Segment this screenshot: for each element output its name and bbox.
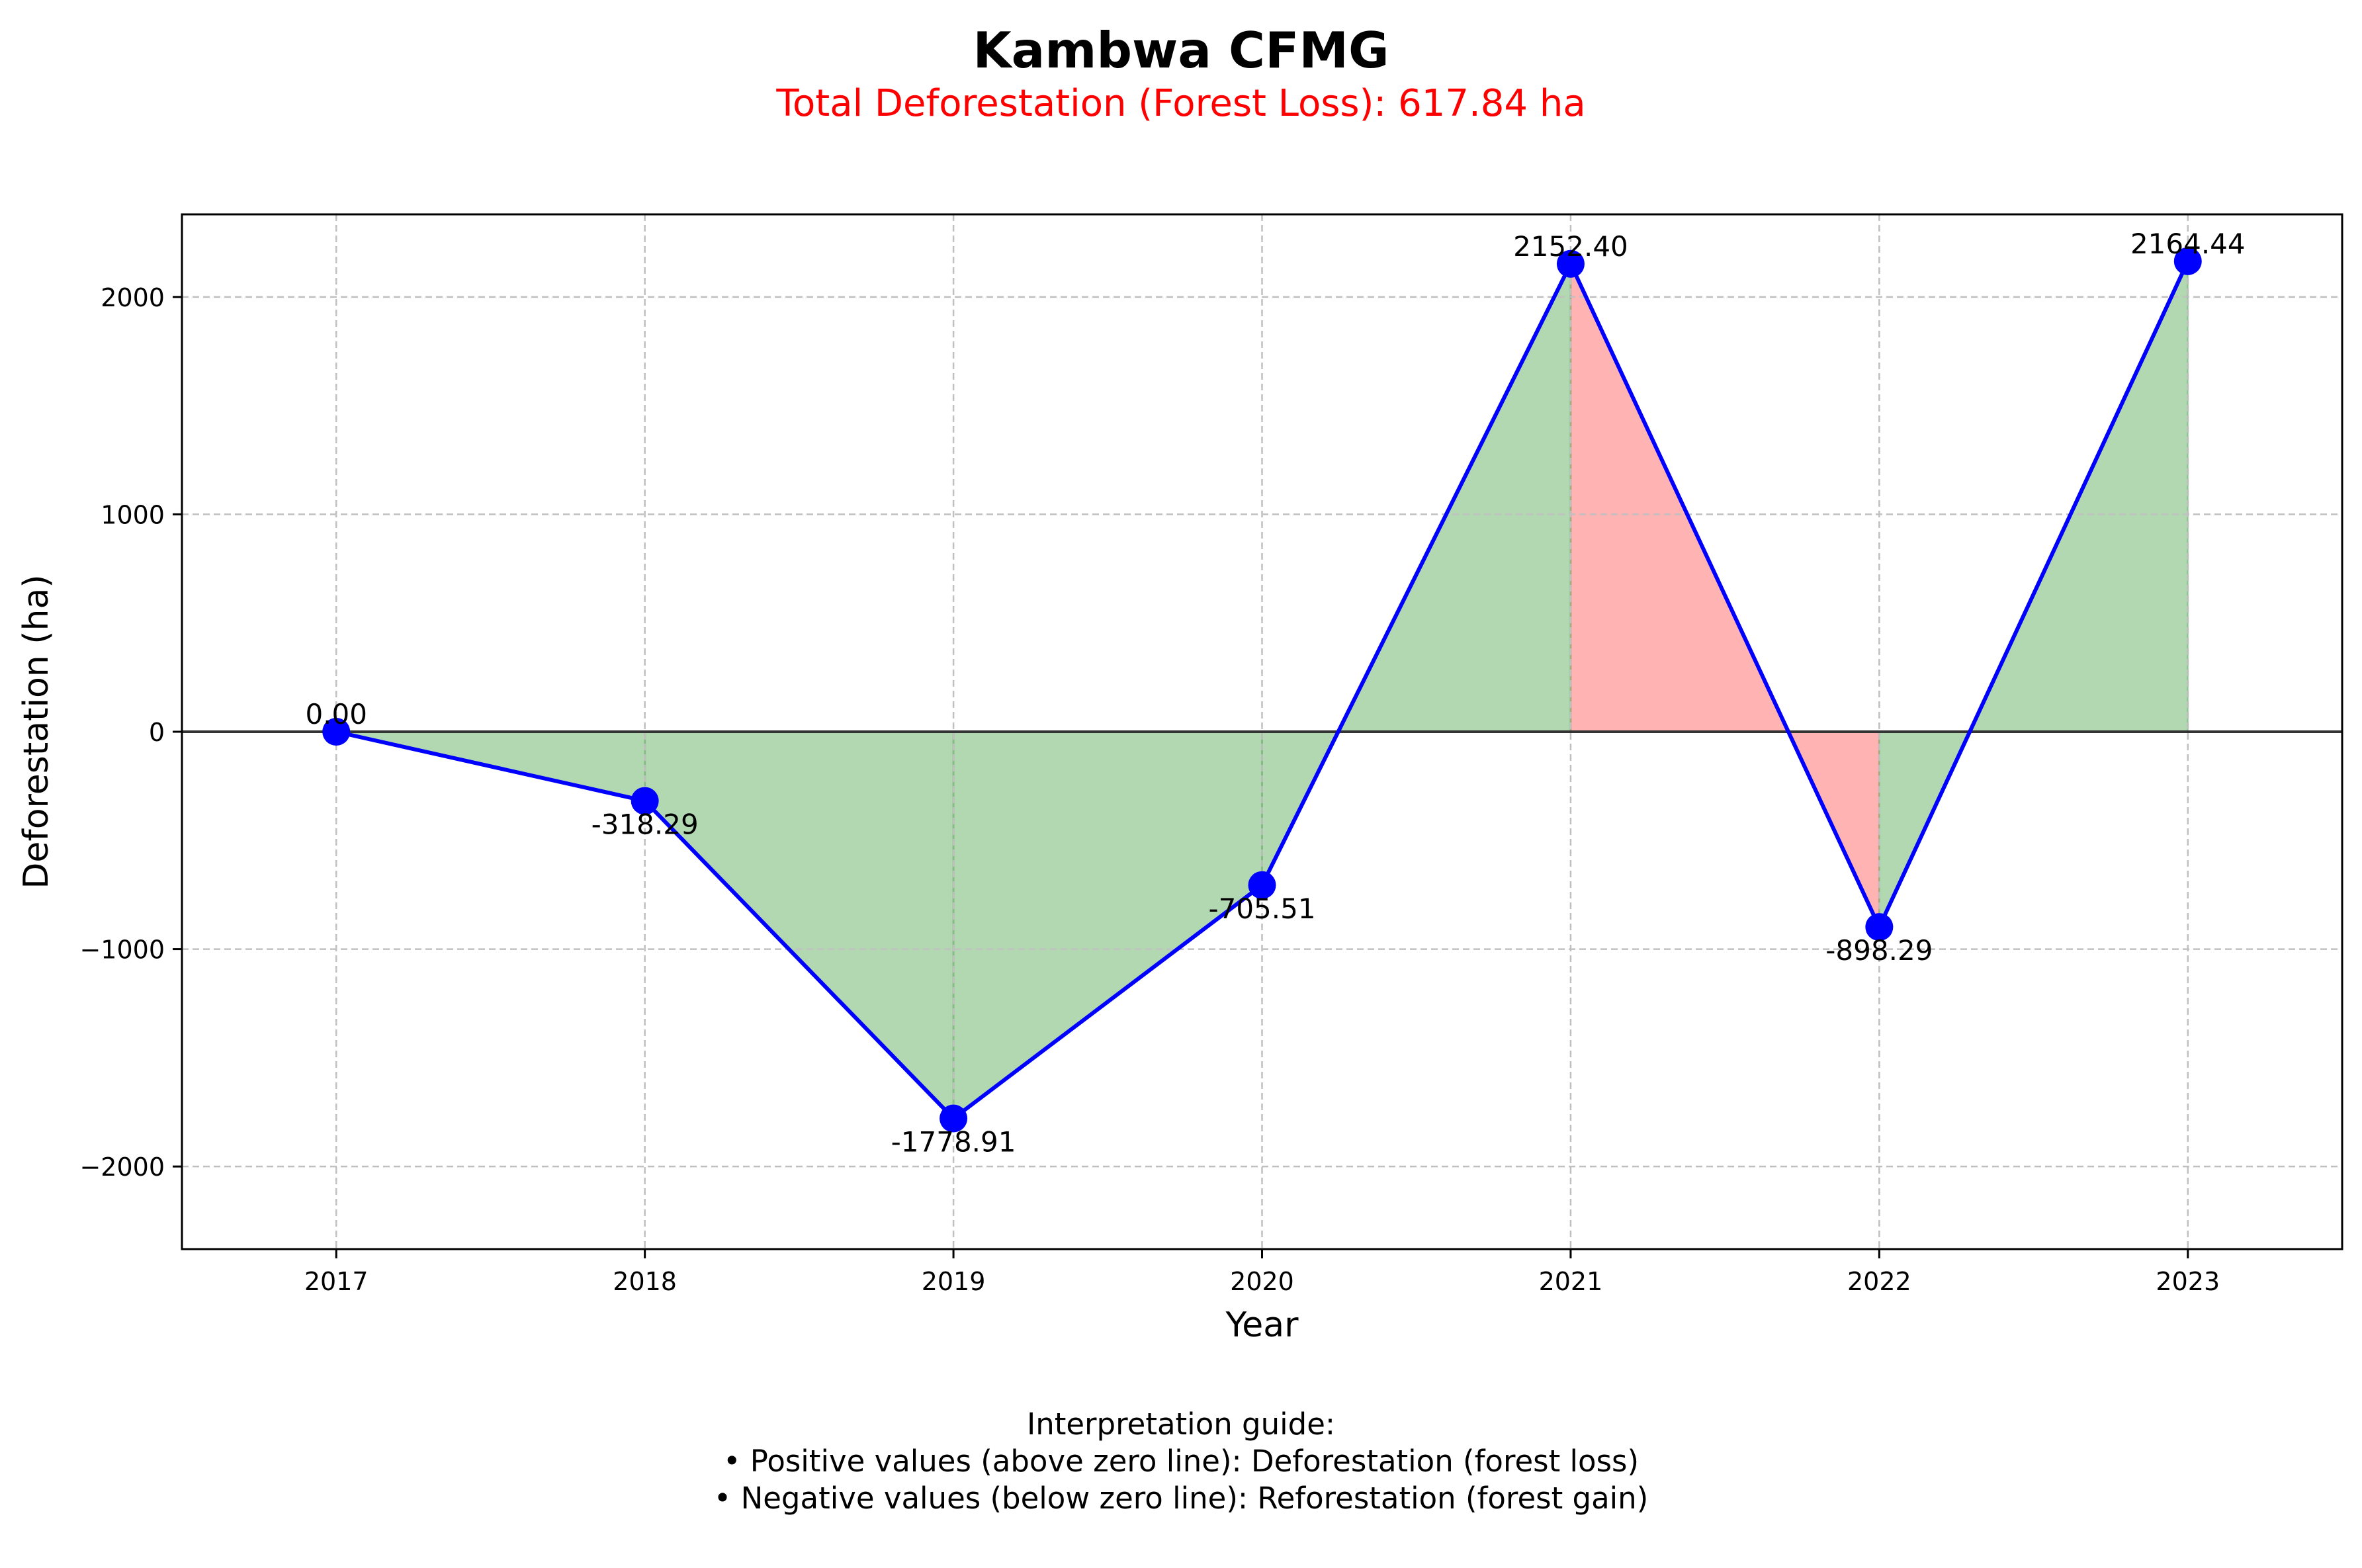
data-point-2019 — [940, 1104, 968, 1133]
data-label-2020: -705.51 — [1208, 893, 1315, 925]
data-label-2018: -318.29 — [591, 808, 699, 841]
x-tick-label-2017: 2017 — [304, 1267, 369, 1296]
data-points — [322, 247, 2202, 1133]
fill-segment-2019 — [953, 732, 1262, 1119]
data-point-2022 — [1865, 913, 1894, 941]
grid-lines — [182, 214, 2342, 1249]
x-tick-label-2021: 2021 — [1539, 1267, 1603, 1296]
data-label-2022: -898.29 — [1825, 934, 1933, 967]
interpretation-guide: Interpretation guide: • Positive values … — [0, 1406, 2362, 1517]
data-point-2018 — [631, 787, 659, 815]
x-tick-label-2023: 2023 — [2156, 1267, 2220, 1296]
y-tick-label--2000: −2000 — [79, 1153, 165, 1182]
data-point-2023 — [2173, 247, 2202, 275]
x-axis-label: Year — [1225, 1305, 1299, 1345]
data-labels: 0.00 -318.29 -1778.91 -705.51 2152.40 -898.29… — [305, 228, 2245, 1158]
chart-subtitle: Total Deforestation (Forest Loss): 617.8… — [776, 82, 1586, 125]
x-tick-label-2019: 2019 — [922, 1267, 986, 1296]
data-point-2020 — [1248, 871, 1276, 899]
y-tick-label--1000: −1000 — [79, 936, 165, 965]
x-axis-ticks: 2017 2018 2019 2020 2021 2022 2023 — [304, 1249, 2220, 1296]
y-tick-label-2000: 2000 — [101, 283, 165, 312]
chart-title: Kambwa CFMG — [973, 21, 1389, 79]
data-point-2017 — [322, 718, 351, 746]
data-label-2021: 2152.40 — [1513, 230, 1628, 263]
guide-line-negative: • Negative values (below zero line): Ref… — [713, 1481, 1649, 1516]
y-tick-label-0: 0 — [149, 718, 165, 747]
x-tick-label-2022: 2022 — [1847, 1267, 1911, 1296]
data-label-2023: 2164.44 — [2130, 228, 2246, 260]
x-tick-label-2020: 2020 — [1230, 1267, 1294, 1296]
fill-segment-2018 — [644, 732, 954, 1119]
data-label-2019: -1778.91 — [891, 1125, 1016, 1158]
data-point-2021 — [1556, 249, 1585, 278]
y-axis-ticks: −2000 −1000 0 1000 2000 — [79, 283, 182, 1182]
y-axis-label: Deforestation (ha) — [17, 574, 56, 889]
x-tick-label-2018: 2018 — [613, 1267, 677, 1296]
data-label-2017: 0.00 — [305, 698, 367, 730]
y-tick-label-1000: 1000 — [101, 500, 165, 529]
guide-heading: Interpretation guide: — [1026, 1407, 1336, 1442]
guide-line-positive: • Positive values (above zero line): Def… — [722, 1444, 1640, 1479]
